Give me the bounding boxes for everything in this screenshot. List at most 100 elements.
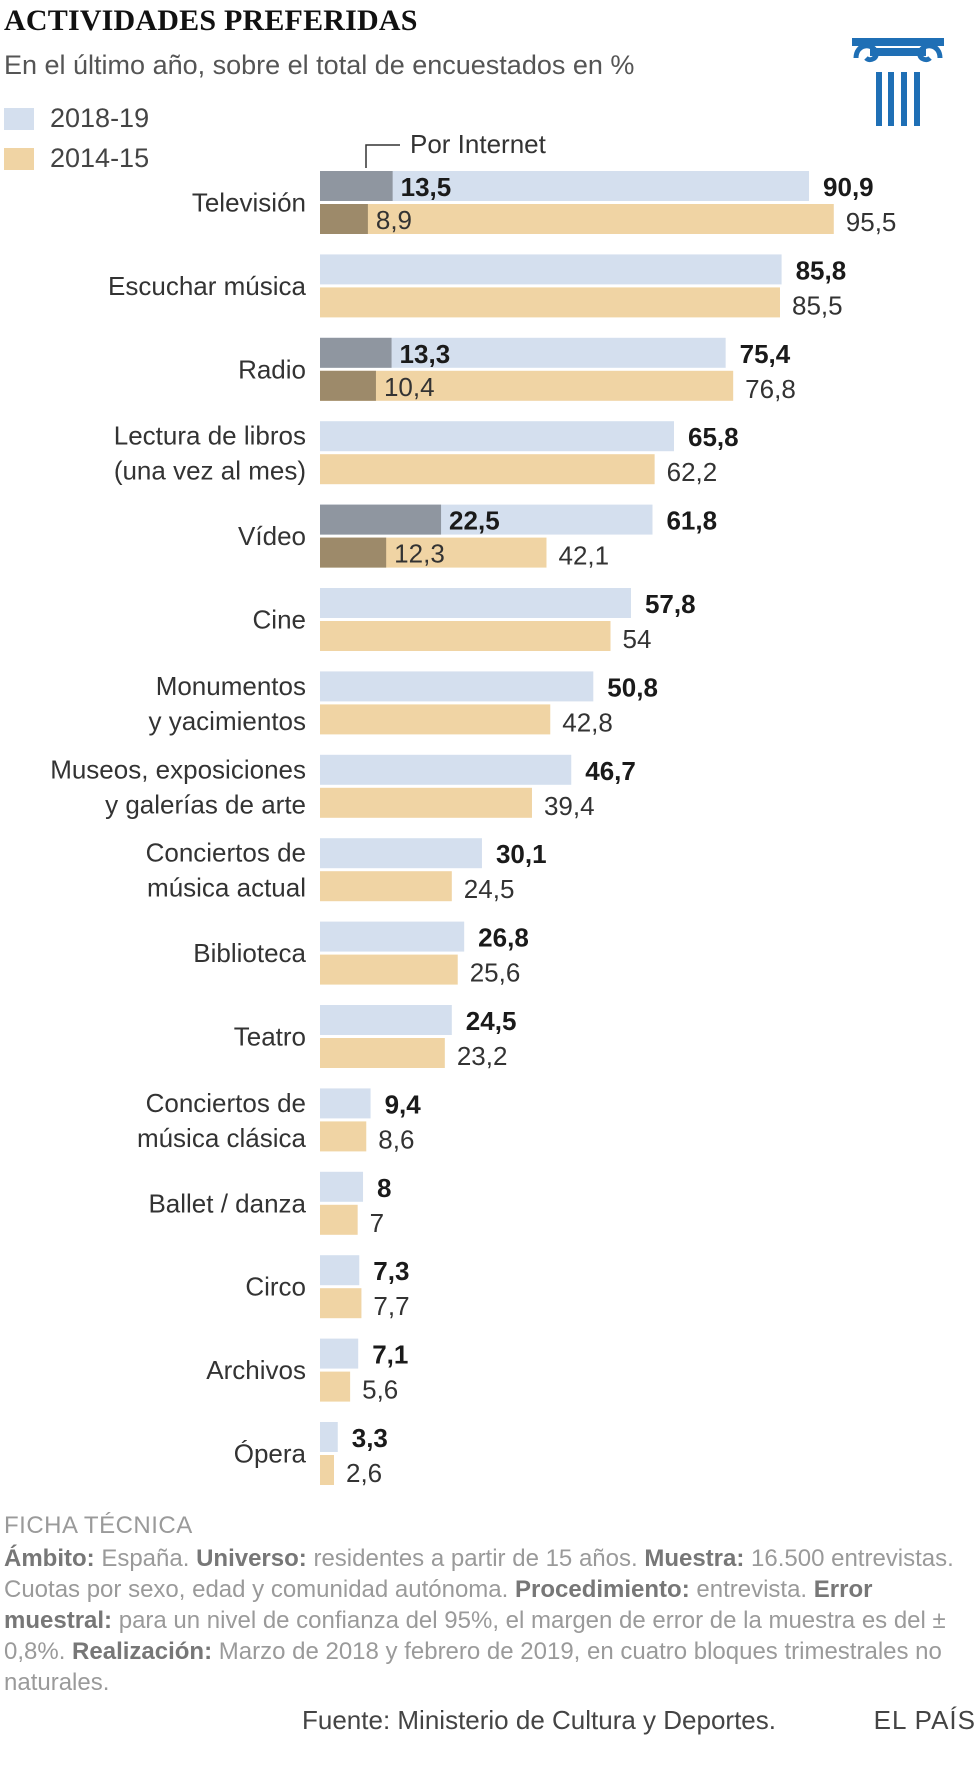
internet-label-2014-15: 10,4 [384, 372, 435, 402]
bar-chart: Televisión 13,58,9 90,9 95,5 Escuchar música… [50, 129, 897, 1488]
value-label-2014-15: 24,5 [464, 874, 515, 904]
value-label-2018-19: 7,3 [373, 1256, 409, 1286]
bar-2014-15 [320, 1455, 334, 1485]
bar-2018-19 [320, 1088, 371, 1119]
bar-internet-2018-19 [320, 171, 393, 201]
bar-internet-2018-19 [320, 337, 392, 368]
bar-2014-15 [320, 1288, 362, 1319]
ficha-realizacion-label: Realización: [72, 1638, 213, 1665]
internet-label-2018-19: 13,5 [401, 172, 452, 202]
value-label-2018-19: 30,1 [496, 839, 547, 869]
legend-label-old: 2014-15 [50, 143, 150, 173]
bar-2014-15 [320, 204, 834, 234]
bar-2018-19 [320, 254, 782, 285]
category-label: Biblioteca [193, 938, 306, 968]
category-label: Circo [245, 1272, 306, 1302]
value-label-2014-15: 7,7 [373, 1291, 409, 1321]
ficha-ambito-text: España. [101, 1545, 190, 1572]
category-label: Teatro [234, 1022, 306, 1052]
ficha-universo-text: residentes a partir de 15 años. [313, 1545, 638, 1572]
category-label: Ópera [234, 1439, 307, 1469]
ficha-procedimiento-label: Procedimiento: [515, 1576, 690, 1603]
value-label-2018-19: 61,8 [666, 506, 717, 536]
category-label: Conciertos de [146, 838, 306, 868]
bar-2014-15 [320, 454, 655, 485]
category-label: Archivos [206, 1355, 306, 1385]
category-label: (una vez al mes) [114, 456, 306, 486]
bar-2014-15 [320, 787, 532, 818]
bar-2018-19 [320, 1171, 364, 1202]
bar-2018-19 [320, 754, 572, 785]
category-label: música clásica [137, 1123, 307, 1153]
ficha-muestra-label: Muestra: [644, 1545, 745, 1572]
bar-2014-15 [320, 1121, 367, 1152]
ficha-muestra-text: 16.500 entrevistas. Cuotas por sexo, eda… [4, 1545, 954, 1603]
category-label: y galerías de arte [105, 789, 306, 819]
ficha-text: Ámbito: España. Universo: residentes a p… [4, 1543, 964, 1698]
bar-2018-19 [320, 1005, 452, 1035]
bar-2018-19 [320, 421, 675, 452]
bar-2014-15 [320, 1038, 445, 1068]
value-label-2014-15: 2,6 [346, 1458, 382, 1488]
category-label: Televisión [192, 188, 306, 218]
value-label-2018-19: 8 [377, 1173, 391, 1203]
value-label-2018-19: 50,8 [607, 672, 658, 702]
value-label-2018-19: 7,1 [372, 1340, 408, 1370]
ficha-procedimiento-text: entrevista. [696, 1576, 808, 1603]
value-label-2014-15: 95,5 [846, 207, 897, 237]
ficha-error-label: Error muestral: [4, 1576, 873, 1634]
chart-subtitle: En el último año, sobre el total de encu… [4, 50, 635, 80]
legend-item-recent: 2018-19 [4, 103, 149, 134]
annotation-por-internet: Por Internet [410, 129, 547, 159]
bar-2018-19 [320, 1422, 338, 1452]
value-label-2014-15: 23,2 [457, 1041, 508, 1071]
value-label-2014-15: 62,2 [667, 457, 718, 487]
value-label-2018-19: 3,3 [352, 1423, 388, 1453]
value-label-2014-15: 76,8 [745, 374, 796, 404]
ficha-realizacion-text: Marzo de 2018 y febrero de 2019, en cuat… [4, 1638, 942, 1696]
value-label-2014-15: 25,6 [470, 958, 521, 988]
value-label-2014-15: 42,1 [558, 541, 609, 571]
brand-logo-text: EL PAÍS [873, 1705, 976, 1735]
value-label-2018-19: 57,8 [645, 589, 696, 619]
bar-2014-15 [320, 871, 452, 902]
internet-label-2014-15: 12,3 [394, 539, 445, 569]
value-label-2018-19: 65,8 [688, 422, 739, 452]
value-label-2014-15: 39,4 [544, 791, 595, 821]
bar-2014-15 [320, 1204, 358, 1235]
bar-2018-19 [320, 171, 810, 201]
category-label: Museos, exposiciones [50, 754, 306, 784]
bar-internet-2018-19 [320, 504, 442, 535]
bar-2014-15 [320, 621, 611, 651]
bar-2014-15 [320, 287, 780, 318]
legend-item-old: 2014-15 [4, 143, 149, 174]
legend-swatch-old [4, 147, 34, 170]
value-label-2018-19: 24,5 [466, 1006, 517, 1036]
source-note: Fuente: Ministerio de Cultura y Deportes… [302, 1705, 776, 1735]
category-label: Radio [238, 354, 306, 384]
bar-2018-19 [320, 1255, 360, 1286]
ficha-error-text: para un nivel de confianza del 95%, el m… [4, 1607, 946, 1665]
ficha-ambito-label: Ámbito: [4, 1545, 95, 1572]
bar-internet-2014-15 [320, 537, 387, 568]
bar-2018-19 [320, 838, 482, 869]
value-label-2014-15: 54 [623, 624, 652, 654]
chart-title: ACTIVIDADES PREFERIDAS [4, 4, 418, 37]
internet-label-2018-19: 13,3 [400, 339, 451, 369]
value-label-2018-19: 90,9 [823, 172, 874, 202]
value-label-2018-19: 9,4 [385, 1089, 422, 1119]
value-label-2014-15: 5,6 [362, 1375, 398, 1405]
value-label-2018-19: 26,8 [478, 923, 529, 953]
value-label-2014-15: 7 [370, 1208, 384, 1238]
category-label: Vídeo [238, 521, 306, 551]
category-label: Lectura de libros [114, 421, 306, 451]
category-label: Ballet / danza [148, 1188, 306, 1218]
ficha-universo-label: Universo: [196, 1545, 307, 1572]
category-label: música actual [147, 873, 306, 903]
legend-label-recent: 2018-19 [50, 103, 150, 133]
bar-2018-19 [320, 588, 631, 618]
category-label: y yacimientos [149, 706, 307, 736]
bar-2014-15 [320, 370, 734, 401]
internet-label-2018-19: 22,5 [449, 506, 500, 536]
legend-swatch-recent [4, 107, 34, 130]
